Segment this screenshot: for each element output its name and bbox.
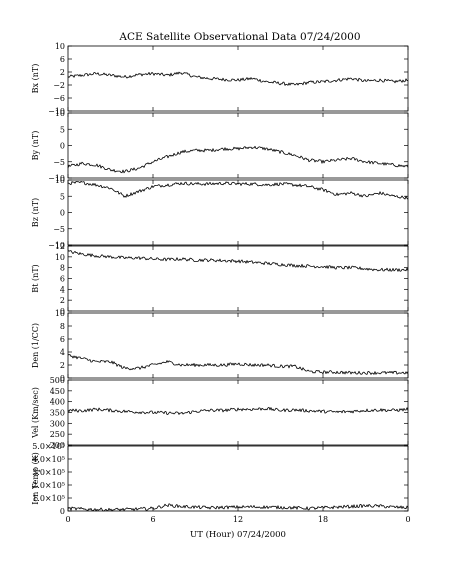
y-tick-label-temp: 0 <box>60 507 65 516</box>
panel-frame-den <box>67 312 409 379</box>
y-tick-label-vel: 300 <box>50 419 65 428</box>
panel-den: 10 8 6 4 2 0 Den (1/CC) <box>31 309 409 383</box>
chart-title: ACE Satellite Observational Data 07/24/2… <box>118 31 360 43</box>
y-axis-label-bx: Bx (nT) <box>31 64 40 94</box>
x-tick-label: 0 <box>405 515 410 524</box>
x-axis: 0 6 12 18 0 <box>65 515 410 524</box>
panel-frame-temp <box>67 445 409 512</box>
y-tick-label-temp: 4.0×10⁵ <box>32 455 65 464</box>
y-tick-label-vel: 450 <box>50 387 65 396</box>
panel-frame-vel <box>67 379 409 446</box>
y-tick-label-by: −5 <box>53 158 65 167</box>
y-tick-label-bz: 5 <box>60 192 65 201</box>
y-tick-label-bt: 0 <box>60 307 65 316</box>
y-axis-label-bz: Bz (nT) <box>31 198 40 227</box>
panel-bz: 10 5 0 −5 −10 Bz (nT) <box>31 176 409 250</box>
y-tick-label-bt: 12 <box>55 242 65 251</box>
y-tick-label-bx: 10 <box>55 42 65 51</box>
y-tick-label-temp: 1.0×10⁵ <box>32 494 65 503</box>
series-line-den <box>67 353 409 375</box>
panel-bt: 12 10 8 64 2 0 Bt (nT) <box>31 242 409 316</box>
panel-frame-by <box>67 112 409 179</box>
x-axis-label: UT (Hour) 07/24/2000 <box>190 529 286 540</box>
y-tick-label-bz: −5 <box>53 225 65 234</box>
series-line-by <box>67 145 409 174</box>
y-tick-label-bt: 2 <box>60 296 65 305</box>
y-axis-label-bt: Bt (nT) <box>31 264 40 292</box>
y-tick-label-vel: 200 <box>50 441 65 450</box>
y-axis-label-den: Den (1/CC) <box>31 323 40 368</box>
y-tick-label-den: 0 <box>60 374 65 383</box>
y-tick-label-bx: 2 <box>60 68 65 77</box>
y-tick-label-den: 6 <box>60 335 65 344</box>
y-axis-label-by: By (nT) <box>31 131 40 161</box>
y-tick-label-den: 10 <box>55 309 65 318</box>
y-tick-label-by: 5 <box>60 125 65 134</box>
series-line-vel <box>67 406 409 415</box>
y-axis-label-vel: Vel (Km/sec) <box>31 387 40 439</box>
y-tick-label-bt: 6 <box>60 275 65 284</box>
panel-frame-bz <box>67 179 409 246</box>
x-tick-label: 0 <box>65 515 70 524</box>
y-tick-label-temp: 2.0×10⁵ <box>32 481 65 490</box>
y-tick-label-by: 0 <box>60 142 65 151</box>
y-tick-label-vel: 400 <box>50 398 65 407</box>
y-tick-label-by: 10 <box>55 109 65 118</box>
y-axis-label-temp: Ion Temp (K) <box>31 452 40 505</box>
series-line-temp <box>67 503 409 512</box>
y-tick-label-bx: −6 <box>53 94 65 103</box>
y-tick-label-bx: −10 <box>48 107 65 116</box>
y-tick-label-temp: 3.0×10⁵ <box>32 468 65 477</box>
series-line-bt <box>67 250 409 272</box>
y-tick-label-temp: 5.0×10⁵ <box>32 442 65 451</box>
panel-temp: 5.0×10⁵ 4.0×10⁵ 3.0×10⁵ 2.0×10⁵ 1.0×10⁵ 0 Ion … <box>31 442 409 516</box>
y-tick-label-bz: 10 <box>55 176 65 185</box>
y-tick-label-vel: 500 <box>50 376 65 385</box>
x-tick-label: 6 <box>150 515 155 524</box>
panels: 10 6 2 −2 −6 −10 Bx (nT) 10 5 0 −5 −10 By (nT) 10 5 0 −5… <box>31 42 409 516</box>
y-tick-label-den: 4 <box>60 348 65 357</box>
y-tick-label-bx: −2 <box>53 81 65 90</box>
y-tick-label-vel: 250 <box>50 430 65 439</box>
y-tick-label-bt: 8 <box>60 264 65 273</box>
y-tick-label-bt: 10 <box>55 253 65 262</box>
panel-bx: 10 6 2 −2 −6 −10 Bx (nT) <box>31 42 409 116</box>
y-tick-label-bt: 4 <box>60 285 65 294</box>
y-tick-label-bz: 0 <box>60 209 65 218</box>
x-tick-label: 12 <box>233 515 243 524</box>
series-line-bz <box>67 180 409 200</box>
y-tick-label-den: 8 <box>60 322 65 331</box>
y-tick-label-bx: 6 <box>60 55 65 64</box>
x-tick-label: 18 <box>318 515 328 524</box>
y-tick-label-den: 2 <box>60 361 65 370</box>
y-tick-label-vel: 350 <box>50 409 65 418</box>
panel-by: 10 5 0 −5 −10 By (nT) <box>31 109 409 183</box>
y-tick-label-bz: −10 <box>48 241 65 250</box>
series-line-bx <box>67 71 409 86</box>
y-tick-label-by: −10 <box>48 174 65 183</box>
